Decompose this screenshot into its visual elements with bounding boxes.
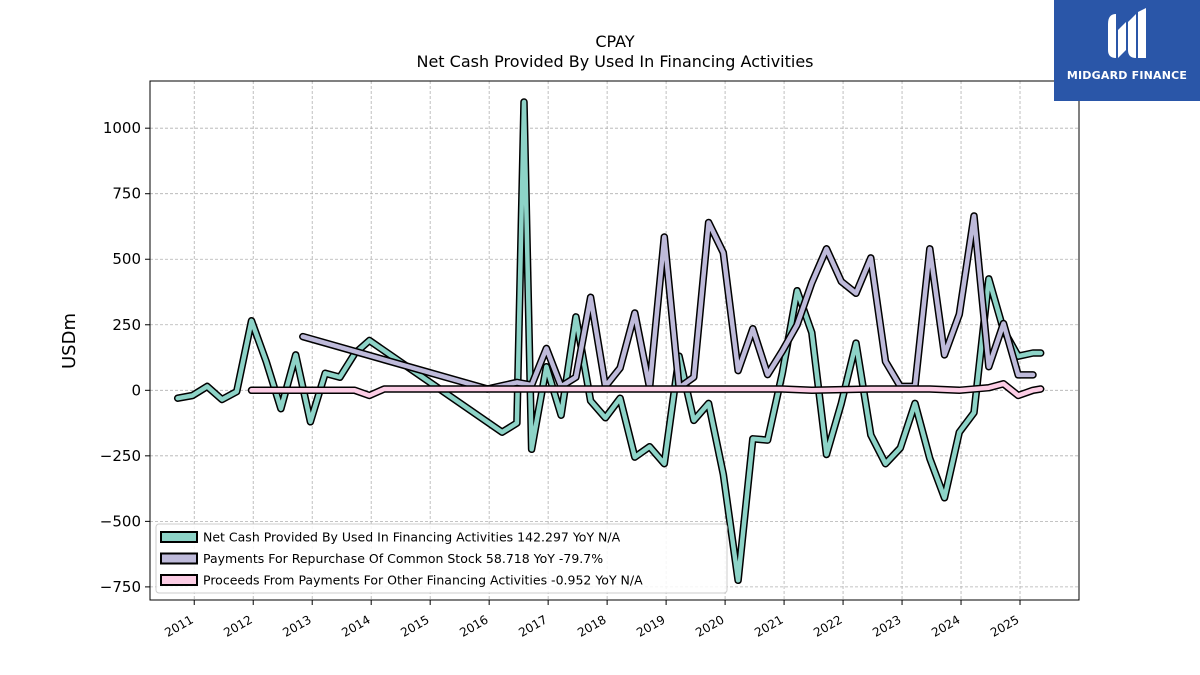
x-tick-label: 2024: [929, 612, 962, 639]
x-tick-label: 2016: [457, 612, 490, 639]
y-tick-label: 0: [131, 381, 141, 399]
logo-mark-icon: [1108, 8, 1146, 58]
legend-swatch: [160, 531, 198, 543]
legend-label: Proceeds From Payments For Other Financi…: [203, 573, 643, 588]
x-tick-label: 2015: [398, 612, 431, 639]
x-tick-label: 2020: [693, 612, 726, 639]
legend-label: Payments For Repurchase Of Common Stock …: [203, 551, 603, 566]
logo-text: MIDGARD FINANCE: [1066, 69, 1188, 82]
x-tick-label: 2021: [752, 612, 785, 639]
y-tick-label: −750: [100, 578, 141, 596]
plot-frame: [149, 80, 1080, 601]
legend-label: Net Cash Provided By Used In Financing A…: [203, 530, 621, 545]
y-tick-label: −250: [100, 447, 141, 465]
x-tick-label: 2022: [811, 612, 844, 639]
brand-logo: MIDGARD FINANCE: [1054, 0, 1200, 101]
legend: Net Cash Provided By Used In Financing A…: [155, 523, 728, 594]
grid-lines: [150, 81, 1079, 600]
x-tick-label: 2014: [339, 612, 372, 639]
legend-box: [155, 523, 728, 594]
y-tick-label: 500: [112, 250, 141, 268]
series-line-3: [249, 381, 1043, 398]
y-tick-label: 1000: [103, 119, 141, 137]
y-tick-label: 250: [112, 316, 141, 334]
y-axis-label: USDm: [59, 313, 80, 369]
x-tick-label: 2019: [634, 612, 667, 639]
x-tick-label: 2018: [575, 612, 608, 639]
x-tick-label: 2013: [280, 612, 313, 639]
x-tick-label: 2017: [516, 612, 549, 639]
chart-title: CPAY: [595, 32, 635, 51]
chart-subtitle: Net Cash Provided By Used In Financing A…: [416, 52, 813, 71]
series-line-1: [175, 99, 1043, 583]
y-tick-label: 750: [112, 185, 141, 203]
legend-swatch: [160, 552, 198, 565]
x-tick-label: 2025: [988, 612, 1021, 639]
legend-swatch: [160, 574, 198, 586]
y-tick-label: −500: [100, 512, 141, 530]
x-tick-label: 2023: [870, 612, 903, 639]
series-line-2: [300, 213, 1036, 392]
series-layer: [173, 98, 1045, 585]
x-tick-label: 2011: [162, 612, 195, 639]
x-tick-label: 2012: [221, 612, 254, 639]
